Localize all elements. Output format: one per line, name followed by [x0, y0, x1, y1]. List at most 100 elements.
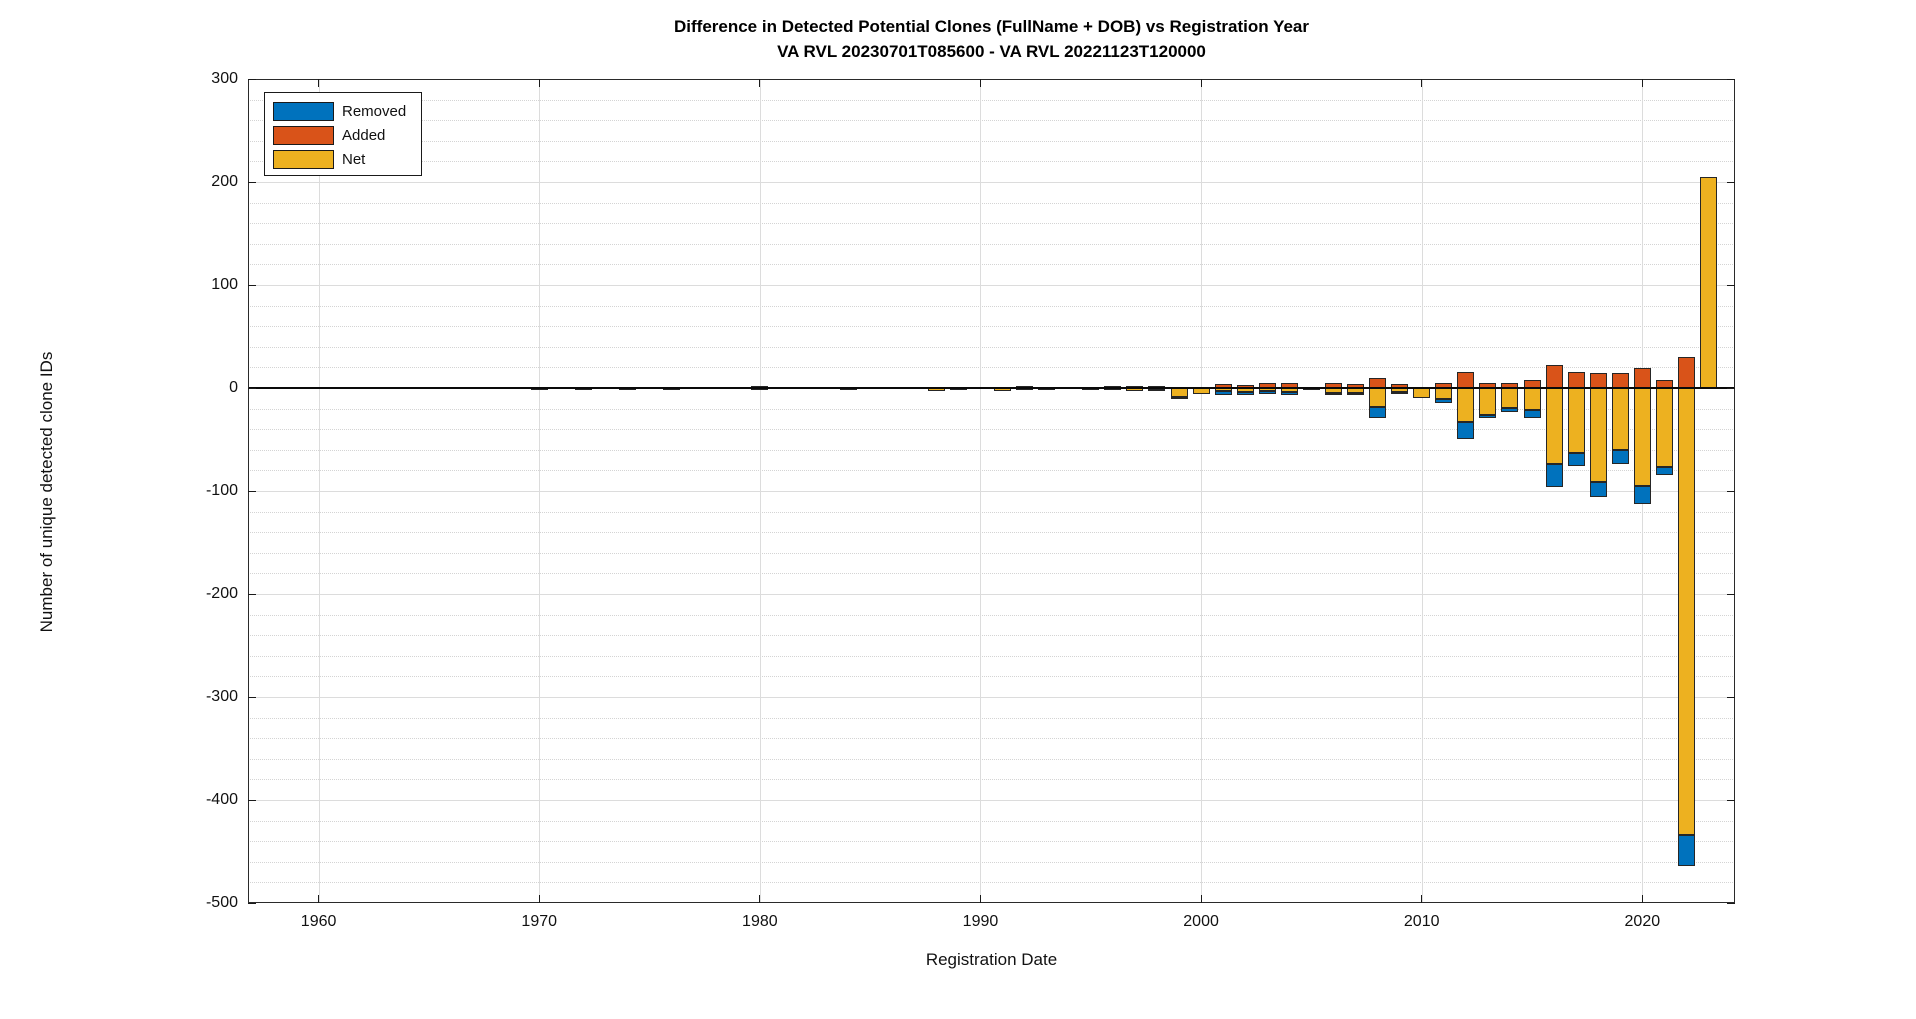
minor-gridline [248, 326, 1735, 328]
bar-added-2019 [1612, 372, 1629, 388]
bar-net-2014 [1501, 388, 1518, 408]
y-tick-right [1727, 387, 1735, 389]
y-tick-label: -500 [205, 894, 238, 911]
decade-gridline [759, 79, 761, 903]
major-gridline [248, 285, 1735, 286]
decade-gridline [318, 79, 320, 903]
x-tick-top [538, 79, 540, 87]
bar-removed-1999 [1171, 397, 1188, 400]
minor-gridline [248, 367, 1735, 369]
minor-gridline [248, 140, 1735, 142]
minor-gridline [248, 882, 1735, 884]
decade-gridline [1201, 79, 1203, 903]
y-tick [248, 490, 256, 492]
minor-gridline [248, 738, 1735, 740]
bar-removed-2009 [1391, 392, 1408, 395]
bar-removed-2018 [1590, 481, 1607, 498]
y-tick-right [1727, 490, 1735, 492]
bar-removed-2016 [1546, 464, 1563, 487]
x-tick-top [1421, 79, 1423, 87]
minor-gridline [248, 449, 1735, 451]
bar-added-2022 [1678, 357, 1695, 388]
removed-swatch-icon [273, 101, 334, 121]
legend-label-net: Net [342, 150, 366, 168]
legend-item-net: Net [273, 147, 421, 171]
y-tick-right [1727, 284, 1735, 286]
major-gridline [248, 491, 1735, 492]
minor-gridline [248, 305, 1735, 307]
y-tick [248, 696, 256, 698]
minor-gridline [248, 202, 1735, 204]
minor-gridline [248, 470, 1735, 472]
bar-added-2018 [1590, 372, 1607, 388]
bar-removed-2013 [1479, 414, 1496, 418]
x-tick-top [1641, 79, 1643, 87]
bar-net-2021 [1656, 388, 1673, 468]
x-tick [979, 895, 981, 903]
minor-gridline [248, 120, 1735, 122]
major-gridline [248, 697, 1735, 698]
x-tick-top [318, 79, 320, 87]
y-tick-right [1727, 181, 1735, 183]
bar-net-2019 [1612, 388, 1629, 450]
x-tick [1421, 895, 1423, 903]
bar-net-2016 [1546, 388, 1563, 465]
minor-gridline [248, 264, 1735, 266]
bar-net-2011 [1435, 388, 1452, 400]
bar-added-2012 [1457, 371, 1474, 388]
x-tick-label: 2000 [1183, 913, 1219, 930]
x-tick-label: 1980 [742, 913, 778, 930]
minor-gridline [248, 614, 1735, 616]
bar-net-2018 [1590, 388, 1607, 482]
bar-net-2013 [1479, 388, 1496, 415]
y-tick [248, 284, 256, 286]
major-gridline [248, 594, 1735, 595]
bar-removed-2022 [1678, 835, 1695, 866]
plot-area [248, 78, 1735, 904]
y-tick-label: -300 [205, 688, 238, 705]
y-tick-label: -200 [205, 585, 238, 602]
x-tick-label: 1970 [521, 913, 558, 930]
minor-gridline [248, 223, 1735, 225]
legend-label-added: Added [342, 126, 386, 144]
minor-gridline [248, 717, 1735, 719]
decade-gridline [980, 79, 982, 903]
minor-gridline [248, 408, 1735, 410]
y-tick-right [1727, 799, 1735, 801]
bar-removed-2020 [1634, 485, 1651, 505]
x-tick-top [1200, 79, 1202, 87]
bar-removed-1998 [1148, 389, 1165, 392]
legend-label-removed: Removed [342, 102, 407, 120]
minor-gridline [248, 243, 1735, 245]
minor-gridline [248, 429, 1735, 431]
chart-title: Difference in Detected Potential Clones … [674, 17, 1309, 36]
minor-gridline [248, 841, 1735, 843]
bar-net-1999 [1171, 388, 1188, 398]
bar-removed-2008 [1369, 406, 1386, 418]
minor-gridline [248, 552, 1735, 554]
x-tick [1200, 895, 1202, 903]
y-tick-label: 100 [211, 276, 238, 293]
bar-removed-2015 [1524, 409, 1541, 418]
minor-gridline [248, 573, 1735, 575]
bar-net-2010 [1413, 388, 1430, 399]
x-tick [759, 895, 761, 903]
minor-gridline [248, 161, 1735, 163]
bar-removed-2017 [1568, 452, 1585, 467]
y-tick [248, 78, 256, 80]
y-tick [248, 902, 256, 904]
x-tick [538, 895, 540, 903]
x-tick [1641, 895, 1643, 903]
bar-removed-2001 [1215, 391, 1232, 396]
x-tick-label: 1960 [300, 913, 337, 930]
chart-title-block: Difference in Detected Potential Clones … [248, 14, 1735, 64]
minor-gridline [248, 532, 1735, 534]
minor-gridline [248, 635, 1735, 637]
bar-removed-2012 [1457, 421, 1474, 440]
decade-gridline [1421, 79, 1423, 903]
x-tick-top [979, 79, 981, 87]
minor-gridline [248, 655, 1735, 657]
legend: Removed Added Net [264, 92, 422, 176]
minor-gridline [248, 758, 1735, 760]
